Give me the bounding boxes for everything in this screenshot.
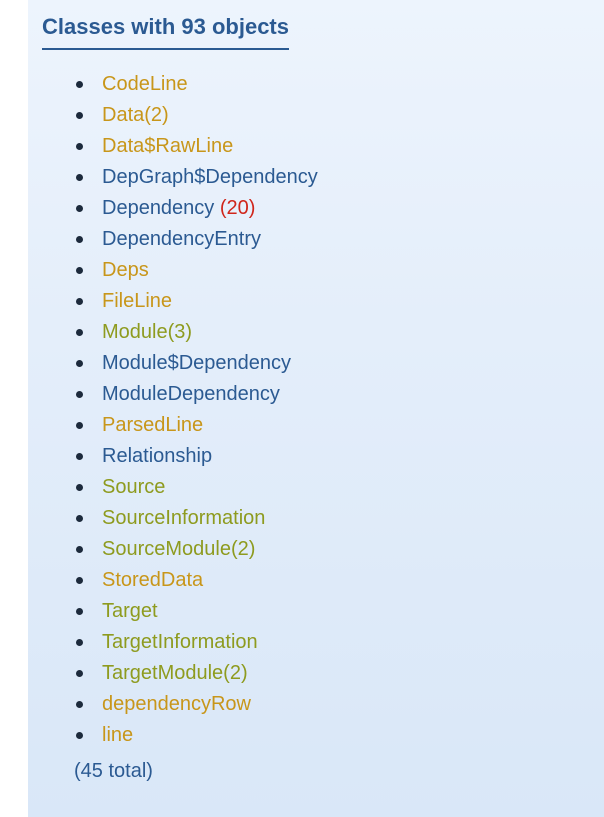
bullet-icon xyxy=(76,81,83,88)
class-link[interactable]: TargetModule(2) xyxy=(102,658,248,688)
class-link[interactable]: SourceModule(2) xyxy=(102,534,255,564)
bullet-icon xyxy=(76,546,83,553)
class-link[interactable]: SourceInformation xyxy=(102,503,265,533)
page-heading: Classes with 93 objects xyxy=(42,14,289,50)
class-name-label: line xyxy=(102,724,134,746)
class-link[interactable]: CodeLine xyxy=(102,69,188,99)
class-name-label: SourceModule(2) xyxy=(102,538,256,560)
class-link[interactable]: line xyxy=(102,720,133,750)
class-link[interactable]: StoredData xyxy=(102,565,203,595)
class-link[interactable]: Dependency (20) xyxy=(102,193,255,223)
bullet-icon xyxy=(76,174,83,181)
class-link[interactable]: DependencyEntry xyxy=(102,224,261,254)
bullet-icon xyxy=(76,391,83,398)
class-link[interactable]: ModuleDependency xyxy=(102,379,280,409)
class-link[interactable]: Relationship xyxy=(102,441,212,471)
class-name-label: SourceInformation xyxy=(102,507,266,529)
bullet-icon xyxy=(76,422,83,429)
class-name-label: Dependency xyxy=(102,197,215,219)
class-name-label: CodeLine xyxy=(102,73,188,95)
bullet-icon xyxy=(76,577,83,584)
class-name-label: Data(2) xyxy=(102,104,169,126)
bullet-icon xyxy=(76,267,83,274)
class-link[interactable]: FileLine xyxy=(102,286,172,316)
class-link[interactable]: dependencyRow xyxy=(102,689,251,719)
total-count: (45 total) xyxy=(74,760,153,782)
bullet-icon xyxy=(76,236,83,243)
class-name-label: Target xyxy=(102,600,158,622)
class-name-label: ParsedLine xyxy=(102,414,204,436)
bullet-icon xyxy=(76,329,83,336)
bullet-icon xyxy=(76,484,83,491)
class-link[interactable]: Source xyxy=(102,472,165,502)
bullet-icon xyxy=(76,143,83,150)
content-panel xyxy=(28,0,604,817)
class-link[interactable]: ParsedLine xyxy=(102,410,203,440)
bullet-icon xyxy=(76,453,83,460)
class-name-label: StoredData xyxy=(102,569,204,591)
bullet-icon xyxy=(76,112,83,119)
class-link[interactable]: Module$Dependency xyxy=(102,348,291,378)
bullet-icon xyxy=(76,732,83,739)
object-count-label: (20) xyxy=(219,197,256,219)
class-link[interactable]: TargetInformation xyxy=(102,627,258,657)
class-name-label: TargetModule(2) xyxy=(102,662,248,684)
class-name-label: Module(3) xyxy=(102,321,193,343)
class-link[interactable]: Data(2) xyxy=(102,100,169,130)
class-name-label: Module$Dependency xyxy=(102,352,292,374)
class-link[interactable]: Module(3) xyxy=(102,317,192,347)
class-name-label: dependencyRow xyxy=(102,693,251,715)
class-name-label: FileLine xyxy=(102,290,173,312)
bullet-icon xyxy=(76,639,83,646)
class-name-label: Source xyxy=(102,476,166,498)
class-link[interactable]: Data$RawLine xyxy=(102,131,233,161)
class-name-label: ModuleDependency xyxy=(102,383,280,405)
class-name-label: DepGraph$Dependency xyxy=(102,166,318,188)
bullet-icon xyxy=(76,298,83,305)
bullet-icon xyxy=(76,515,83,522)
class-link[interactable]: Deps xyxy=(102,255,149,285)
class-link[interactable]: Target xyxy=(102,596,158,626)
class-name-label: TargetInformation xyxy=(102,631,258,653)
class-name-label: DependencyEntry xyxy=(102,228,261,250)
bullet-icon xyxy=(76,360,83,367)
bullet-icon xyxy=(76,205,83,212)
class-name-label: Data$RawLine xyxy=(102,135,234,157)
bullet-icon xyxy=(76,670,83,677)
class-name-label: Deps xyxy=(102,259,149,281)
class-name-label: Relationship xyxy=(102,445,213,467)
class-link[interactable]: DepGraph$Dependency xyxy=(102,162,318,192)
bullet-icon xyxy=(76,701,83,708)
bullet-icon xyxy=(76,608,83,615)
